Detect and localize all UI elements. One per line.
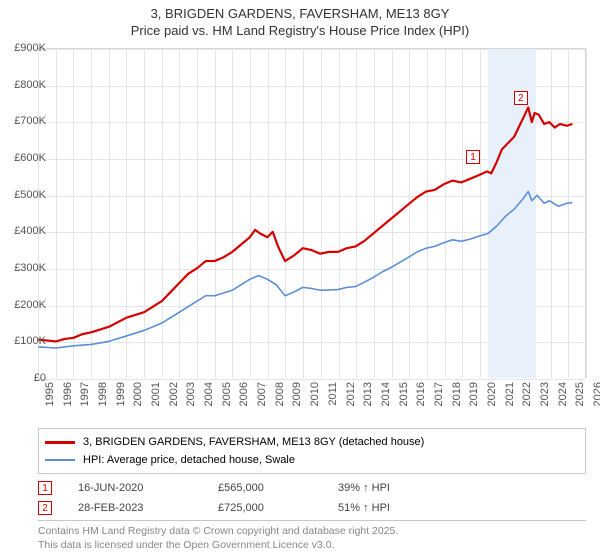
y-tick-label: £600K (4, 152, 46, 164)
sale-date: 16-JUN-2020 (78, 482, 218, 494)
title-block: 3, BRIGDEN GARDENS, FAVERSHAM, ME13 8GY … (0, 0, 600, 38)
x-tick-label: 2025 (574, 382, 586, 422)
legend-item: HPI: Average price, detached house, Swal… (45, 451, 579, 469)
footer: Contains HM Land Registry data © Crown c… (38, 520, 586, 552)
x-tick-label: 2021 (504, 382, 516, 422)
x-tick-label: 2026 (592, 382, 600, 422)
sale-marker: 2 (514, 91, 528, 105)
x-tick-label: 2014 (380, 382, 392, 422)
x-tick-label: 2018 (451, 382, 463, 422)
plot-area: 12 (38, 48, 586, 378)
x-tick-label: 2009 (291, 382, 303, 422)
title-address: 3, BRIGDEN GARDENS, FAVERSHAM, ME13 8GY (0, 6, 600, 21)
x-tick-label: 2000 (132, 382, 144, 422)
sale-marker-ref: 1 (38, 481, 52, 495)
sales-table: 1 16-JUN-2020 £565,000 39% ↑ HPI 2 28-FE… (38, 474, 586, 522)
x-tick-label: 2024 (557, 382, 569, 422)
x-tick-label: 2007 (256, 382, 268, 422)
sale-diff: 51% ↑ HPI (338, 502, 586, 514)
title-subtitle: Price paid vs. HM Land Registry's House … (0, 23, 600, 38)
chart-container: 3, BRIGDEN GARDENS, FAVERSHAM, ME13 8GY … (0, 0, 600, 560)
footer-licence: This data is licensed under the Open Gov… (38, 538, 586, 552)
x-tick-label: 2015 (398, 382, 410, 422)
x-tick-label: 2005 (221, 382, 233, 422)
y-tick-label: £900K (4, 42, 46, 54)
legend-label: HPI: Average price, detached house, Swal… (83, 454, 295, 466)
sale-diff: 39% ↑ HPI (338, 482, 586, 494)
legend-swatch (45, 459, 75, 462)
legend: 3, BRIGDEN GARDENS, FAVERSHAM, ME13 8GY … (38, 428, 586, 474)
x-tick-label: 2020 (486, 382, 498, 422)
x-tick-label: 2017 (433, 382, 445, 422)
x-tick-label: 1996 (62, 382, 74, 422)
sale-date: 28-FEB-2023 (78, 502, 218, 514)
x-tick-label: 1999 (115, 382, 127, 422)
x-tick-label: 2023 (539, 382, 551, 422)
footer-copyright: Contains HM Land Registry data © Crown c… (38, 524, 586, 538)
x-tick-label: 2019 (468, 382, 480, 422)
table-row: 1 16-JUN-2020 £565,000 39% ↑ HPI (38, 478, 586, 498)
y-tick-label: £0 (4, 372, 46, 384)
x-tick-label: 2004 (203, 382, 215, 422)
sale-marker-ref: 2 (38, 501, 52, 515)
x-tick-label: 2003 (185, 382, 197, 422)
legend-item: 3, BRIGDEN GARDENS, FAVERSHAM, ME13 8GY … (45, 433, 579, 451)
x-tick-label: 2013 (362, 382, 374, 422)
series-line (38, 192, 572, 348)
y-tick-label: £200K (4, 299, 46, 311)
sale-marker: 1 (466, 150, 480, 164)
x-tick-label: 2011 (327, 382, 339, 422)
x-tick-label: 2002 (168, 382, 180, 422)
x-tick-label: 2012 (345, 382, 357, 422)
sale-price: £725,000 (218, 502, 338, 514)
legend-label: 3, BRIGDEN GARDENS, FAVERSHAM, ME13 8GY … (83, 436, 424, 448)
x-tick-label: 1995 (44, 382, 56, 422)
sale-price: £565,000 (218, 482, 338, 494)
x-tick-label: 2022 (521, 382, 533, 422)
y-tick-label: £100K (4, 335, 46, 347)
x-tick-label: 1997 (79, 382, 91, 422)
x-tick-label: 2016 (415, 382, 427, 422)
y-tick-label: £700K (4, 115, 46, 127)
series-line (38, 108, 572, 342)
x-tick-label: 2006 (238, 382, 250, 422)
y-tick-label: £300K (4, 262, 46, 274)
line-series (38, 49, 585, 378)
x-tick-label: 1998 (97, 382, 109, 422)
x-tick-label: 2010 (309, 382, 321, 422)
legend-swatch (45, 441, 75, 444)
y-tick-label: £800K (4, 79, 46, 91)
table-row: 2 28-FEB-2023 £725,000 51% ↑ HPI (38, 498, 586, 518)
y-tick-label: £400K (4, 225, 46, 237)
x-tick-label: 2001 (150, 382, 162, 422)
y-tick-label: £500K (4, 189, 46, 201)
x-tick-label: 2008 (274, 382, 286, 422)
